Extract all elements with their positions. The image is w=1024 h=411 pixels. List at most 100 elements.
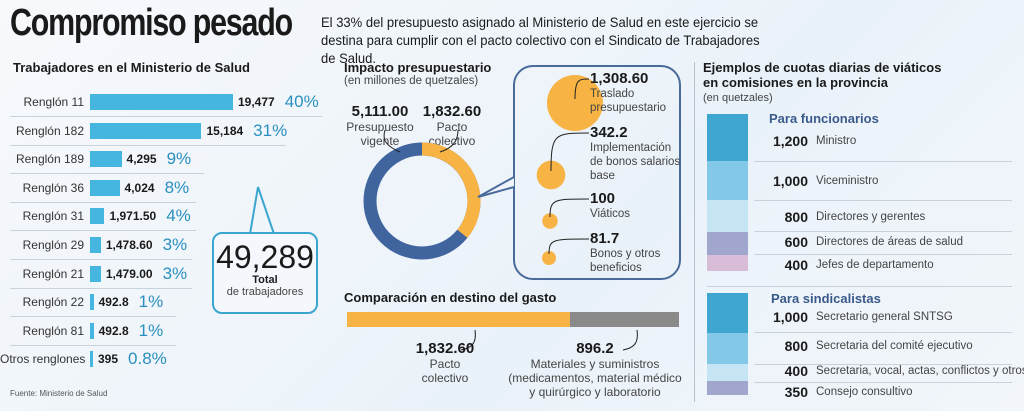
- bar-label: Renglón 189: [15, 152, 84, 167]
- leader-line: [460, 329, 476, 351]
- callout-pointer: [477, 176, 515, 198]
- bar: [90, 94, 233, 110]
- bar-percent: 3%: [162, 235, 188, 254]
- breakdown-label: Bonos y otros beneficios: [590, 248, 661, 274]
- per-diem-row: 350 Consejo consultivo: [754, 384, 913, 400]
- per-diem-label: Viceministro: [816, 175, 879, 187]
- bar-value: 1,971.50: [109, 209, 157, 224]
- total-pointer: [249, 186, 275, 235]
- breakdown-bubble: [542, 213, 558, 229]
- per-diem-label: Ministro: [816, 135, 857, 147]
- row-separator: [754, 161, 1012, 162]
- breakdown-bubble: [547, 75, 603, 131]
- bar-value: 19,477: [238, 95, 275, 109]
- budget-chart-subtitle: (en millones de quetzales): [344, 75, 479, 87]
- leader-line: [550, 132, 590, 172]
- per-diem-label: Jefes de departamento: [816, 259, 934, 271]
- per-diem-block: [707, 200, 748, 232]
- row-separator: [10, 259, 192, 260]
- total-sublabel: de trabajadores: [226, 286, 304, 298]
- pacto-label: 1,832.60 Pacto colectivo: [422, 103, 482, 148]
- per-diem-block: [707, 381, 748, 395]
- bar-row: Renglón 189 4,295 9%: [0, 145, 191, 173]
- bar-row: Renglón 29 1,478.60 3%: [0, 231, 188, 259]
- per-diem-value: 600: [784, 234, 808, 250]
- bar-label: Otros renglones: [0, 352, 86, 367]
- row-separator: [10, 316, 176, 318]
- row-separator: [10, 144, 286, 146]
- per-diem-block: [707, 333, 748, 364]
- breakdown-label: Traslado presupuestario: [590, 88, 667, 114]
- page-subtitle: El 33% del presupuesto asignado al Minis…: [321, 14, 760, 66]
- leader-line: [622, 329, 638, 351]
- bar-value: 4,295: [126, 152, 157, 167]
- per-diem-block: [707, 114, 748, 161]
- budget-donut: [363, 130, 481, 260]
- bar-value: 15,184: [206, 123, 244, 138]
- breakdown-value: 81.7: [590, 230, 620, 247]
- per-diem-label: Directores y gerentes: [816, 211, 926, 223]
- bar-row: Renglón 22 492.8 1%: [0, 288, 164, 316]
- bar-label: Renglón 36: [22, 180, 84, 195]
- per-diem-value: 800: [784, 209, 808, 225]
- bar-row: Renglón 31 1,971.50 4%: [0, 202, 191, 230]
- bar-row: Renglón 21 1,479.00 3%: [0, 260, 188, 288]
- row-separator: [10, 230, 196, 232]
- bar-percent: 40%: [284, 92, 319, 111]
- comparison-label-materiales: 896.2 Materiales y suministros (medicame…: [508, 340, 682, 399]
- per-diem-label: Secretario general SNTSG: [816, 311, 953, 323]
- leader-line: [383, 130, 401, 153]
- per-diem-block: [707, 161, 748, 200]
- row-separator: [754, 231, 1012, 232]
- page-title: Compromiso pesado: [10, 2, 293, 44]
- breakdown-item: 1,308.60 Traslado presupuestario: [590, 70, 682, 115]
- breakdown-bubbles: [536, 75, 603, 265]
- bar-label: Renglón 22: [22, 295, 84, 310]
- leader-line: [549, 198, 590, 218]
- bar: [90, 122, 202, 139]
- row-separator: [10, 116, 322, 117]
- per-diem-label: Directores de áreas de salud: [816, 236, 964, 248]
- comparison-title: Comparación en destino del gasto: [344, 290, 557, 305]
- per-diem-block: [707, 255, 748, 271]
- stack-segment-pacto: [347, 312, 570, 327]
- per-diem-value: 800: [784, 338, 808, 354]
- row-separator: [754, 364, 1012, 365]
- breakdown-callout: [513, 65, 681, 280]
- bar-label: Renglón 81: [22, 323, 84, 338]
- per-diem-subtitle: (en quetzales): [703, 92, 773, 104]
- per-diem-label: Consejo consultivo: [816, 386, 913, 398]
- bar: [90, 351, 93, 368]
- per-diem-value: 1,200: [772, 133, 808, 149]
- breakdown-value: 1,308.60: [590, 70, 649, 87]
- per-diem-row: 400 Jefes de departamento: [754, 257, 934, 273]
- per-diem-value: 350: [784, 384, 808, 400]
- leader-line: [574, 78, 590, 100]
- bar-label: Renglón 29: [22, 238, 84, 252]
- group-sindicalistas: Para sindicalistas: [771, 291, 881, 306]
- per-diem-value: 1,000: [772, 309, 808, 325]
- bar-row: Renglón 182 15,184 31%: [0, 117, 287, 145]
- row-separator: [10, 173, 204, 175]
- bar-percent: 1%: [138, 320, 164, 340]
- breakdown-item: 81.7 Bonos y otros beneficios: [590, 230, 682, 275]
- bar-value: 395: [98, 352, 119, 367]
- breakdown-label: Implementación de bonos salarios base: [590, 142, 681, 182]
- row-separator: [754, 254, 1012, 255]
- bar-value: 492.8: [98, 323, 129, 338]
- section-divider: [694, 62, 695, 402]
- bar-percent: 1%: [138, 292, 164, 312]
- bar-row: Renglón 81 492.8 1%: [0, 317, 164, 345]
- per-diem-title: Ejemplos de cuotas diarias de viáticos e…: [703, 60, 942, 90]
- bar-value: 1,478.60: [105, 238, 153, 252]
- source-note: Fuente: Ministerio de Salud: [10, 389, 108, 398]
- bar-label: Renglón 21: [22, 266, 84, 281]
- bar: [90, 237, 101, 253]
- bar: [90, 322, 94, 339]
- bar-percent: 4%: [166, 206, 191, 226]
- breakdown-value: 100: [590, 190, 616, 207]
- row-separator: [10, 201, 196, 203]
- total-workers-box: 49,289 Total de trabajadores: [212, 232, 318, 314]
- stack-segment-materiales: [569, 312, 679, 327]
- per-diem-row: 1,000 Viceministro: [754, 173, 878, 189]
